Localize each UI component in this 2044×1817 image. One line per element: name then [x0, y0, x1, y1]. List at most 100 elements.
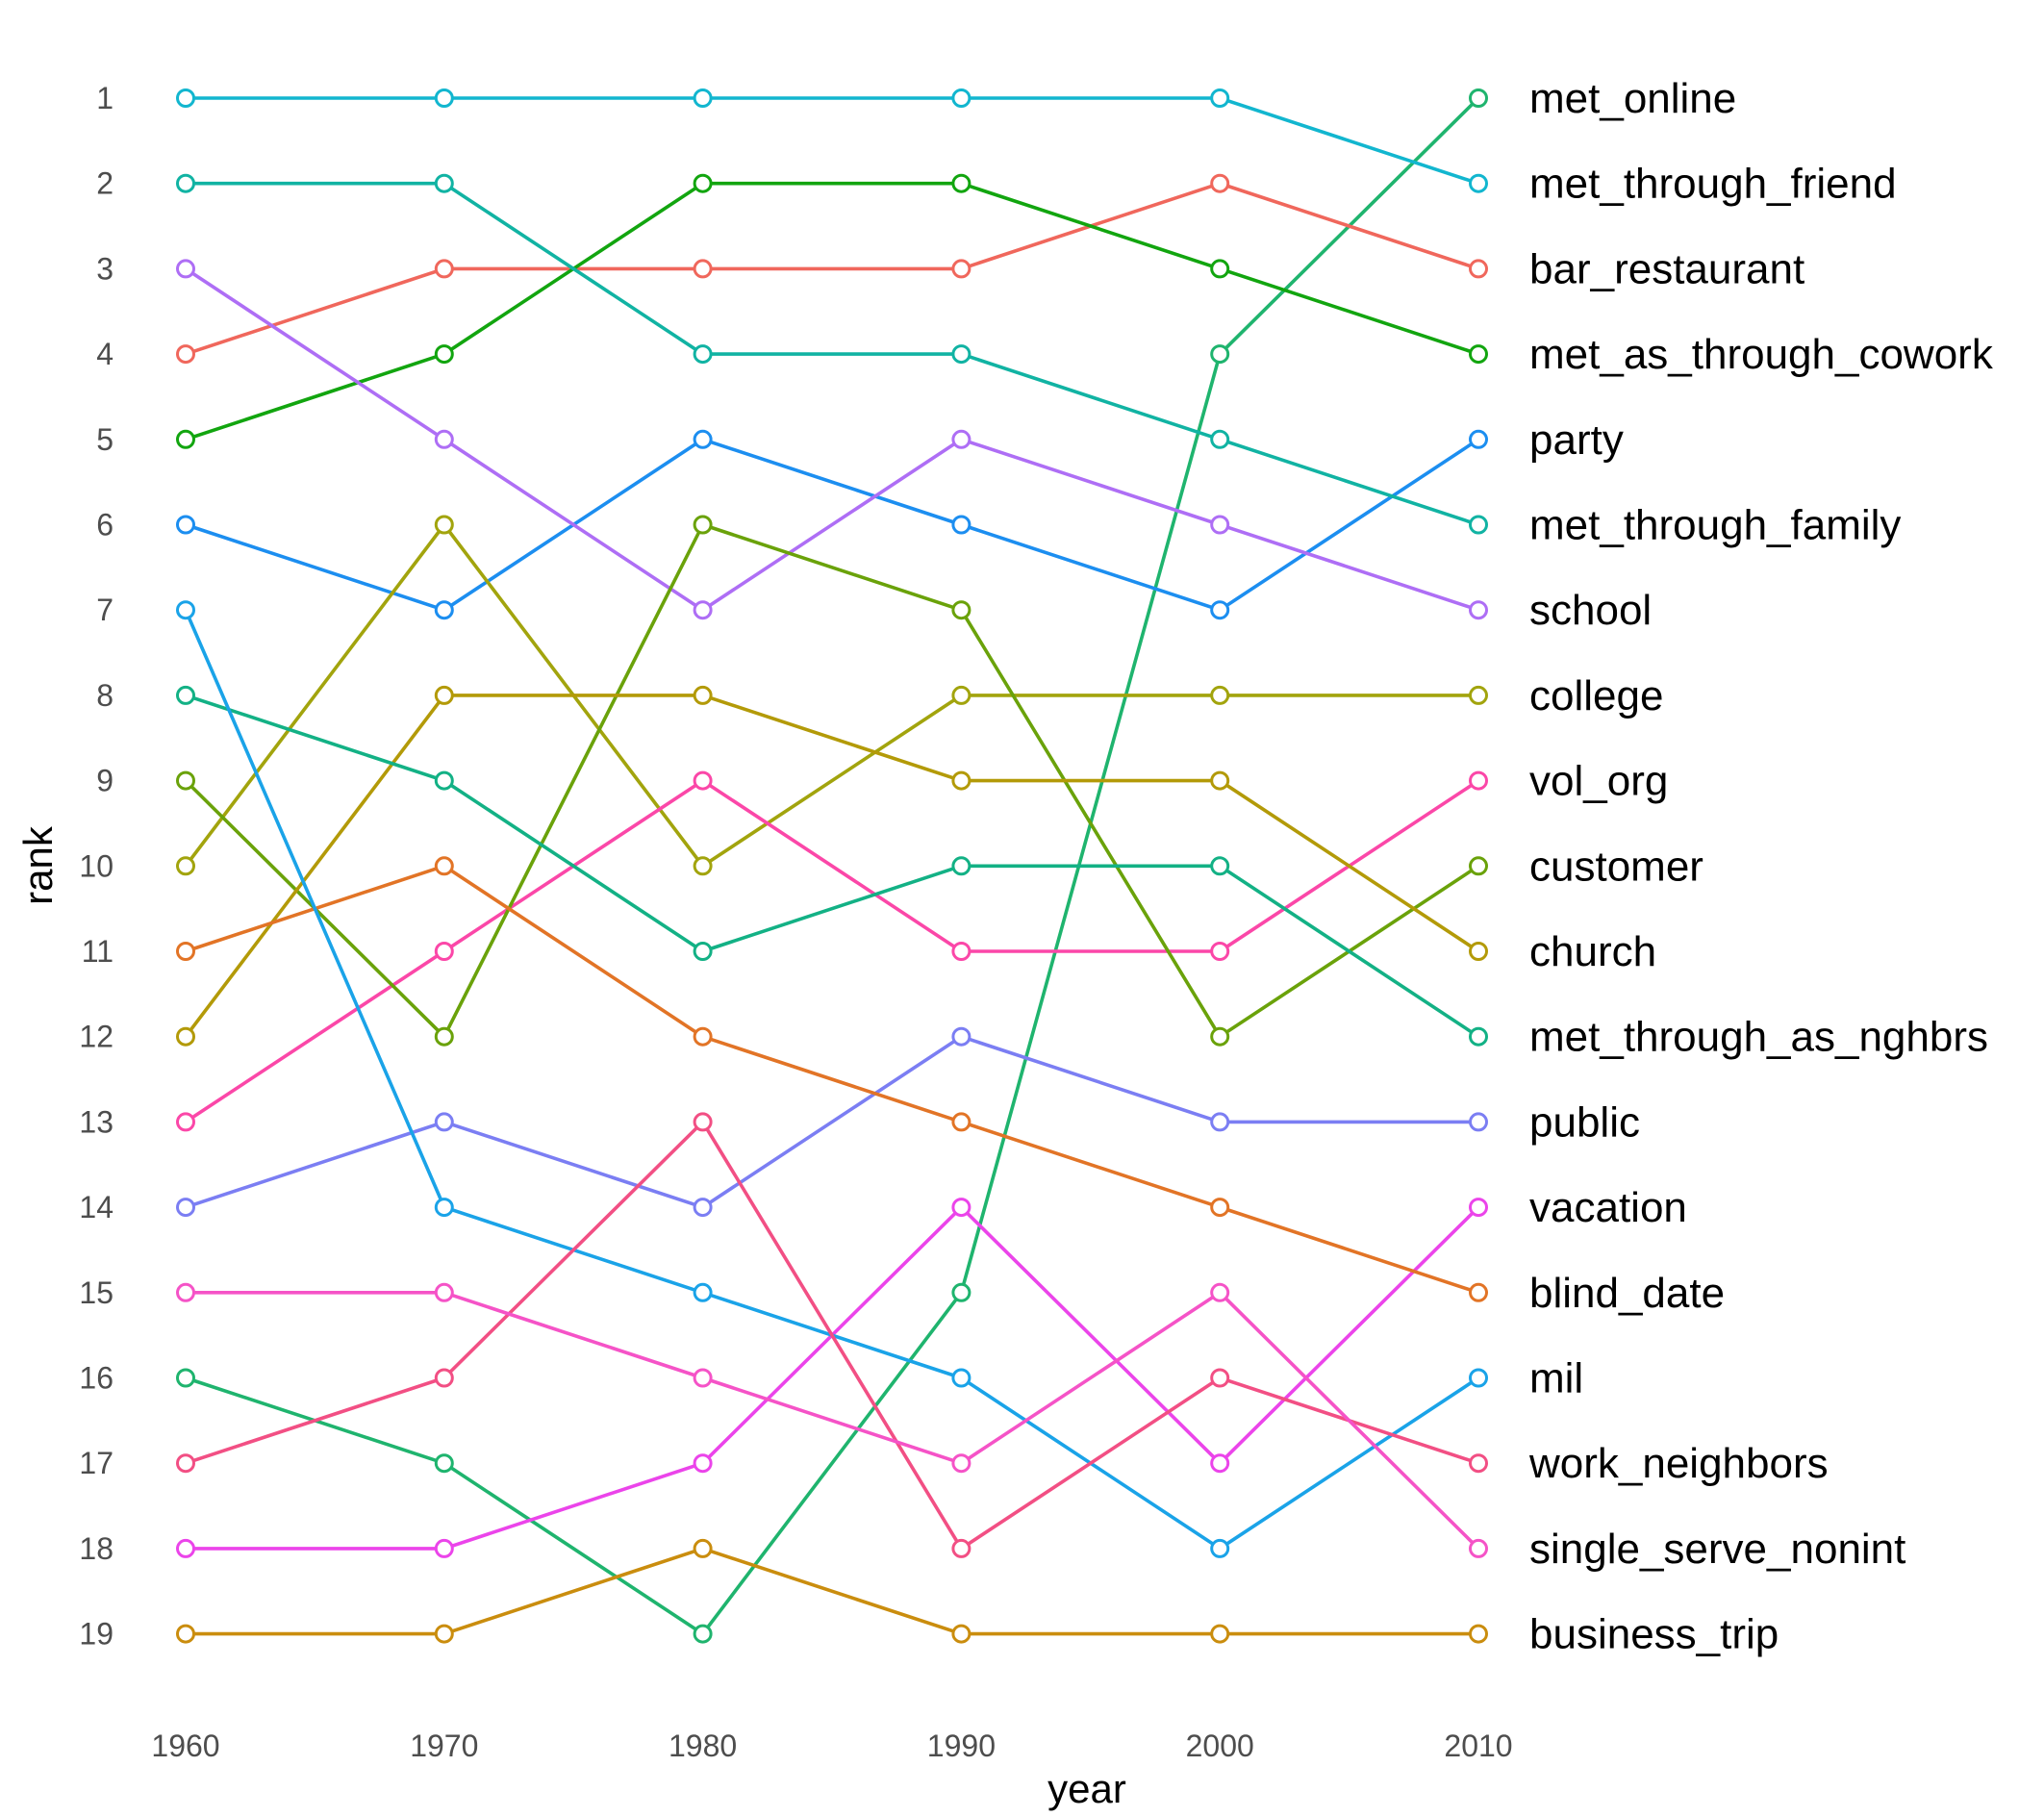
y-tick-label: 10	[79, 848, 114, 883]
series-line-met-through-family	[184, 181, 1480, 527]
end-label-met-as-through-cowork: met_as_through_cowork	[1529, 331, 1994, 378]
data-point-met-through-as-nghbrs-1980	[693, 942, 713, 961]
data-point-bar-restaurant-1960	[176, 344, 195, 365]
data-point-met-through-friend-1990	[951, 88, 972, 108]
data-point-work-neighbors-1980	[693, 1112, 713, 1132]
data-point-met-through-friend-1980	[693, 88, 713, 108]
data-point-single-serve-nonint-2000	[1210, 1282, 1230, 1302]
series-end-labels: met_online met_through_friend bar_restaura…	[1528, 75, 1994, 1658]
data-point-met-as-through-cowork-1990	[951, 173, 972, 193]
data-point-vacation-1990	[951, 1198, 972, 1218]
data-point-business-trip-1970	[434, 1624, 454, 1644]
series-line-business-trip	[184, 1547, 1480, 1636]
data-point-vacation-1970	[434, 1538, 454, 1558]
data-point-single-serve-nonint-1990	[951, 1453, 972, 1474]
data-point-blind-date-2010	[1469, 1282, 1488, 1302]
data-point-single-serve-nonint-1980	[693, 1368, 713, 1388]
end-label-met-through-family: met_through_family	[1529, 502, 1901, 549]
series-line-college	[184, 522, 1480, 869]
data-point-church-1980	[693, 685, 713, 705]
data-point-blind-date-1960	[176, 942, 195, 961]
data-point-vol-org-2010	[1469, 770, 1488, 791]
data-point-mil-1960	[176, 600, 195, 620]
series-line-met-through-as-nghbrs	[184, 694, 1480, 1039]
data-point-vol-org-1960	[176, 1112, 195, 1132]
data-point-met-through-family-1980	[693, 344, 713, 365]
end-label-business-trip: business_trip	[1529, 1611, 1779, 1658]
series-line-bar-restaurant	[184, 181, 1480, 356]
data-point-met-online-1990	[951, 1282, 972, 1302]
data-point-business-trip-1980	[693, 1538, 713, 1558]
data-point-met-through-as-nghbrs-1970	[434, 770, 454, 791]
data-point-met-through-family-1960	[176, 173, 195, 193]
data-point-public-2000	[1210, 1112, 1230, 1132]
end-label-single-serve-nonint: single_serve_nonint	[1529, 1526, 1905, 1573]
data-point-work-neighbors-2010	[1469, 1453, 1488, 1474]
data-point-vacation-2010	[1469, 1198, 1488, 1218]
end-label-vacation: vacation	[1529, 1184, 1687, 1231]
data-point-vacation-1960	[176, 1538, 195, 1558]
end-label-church: church	[1529, 928, 1656, 975]
data-point-customer-2000	[1210, 1026, 1230, 1047]
data-point-vacation-2000	[1210, 1453, 1230, 1474]
data-point-college-1970	[434, 515, 454, 535]
end-label-school: school	[1529, 587, 1652, 634]
data-point-blind-date-1990	[951, 1112, 972, 1132]
series-line-church	[184, 694, 1480, 1039]
data-point-public-1990	[951, 1026, 972, 1047]
data-point-public-1960	[176, 1198, 195, 1218]
end-label-work-neighbors: work_neighbors	[1528, 1440, 1829, 1487]
y-tick-label: 18	[79, 1531, 114, 1566]
series-line-vacation	[184, 1205, 1480, 1551]
data-point-church-1960	[176, 1026, 195, 1047]
data-point-public-1980	[693, 1198, 713, 1218]
data-point-public-1970	[434, 1112, 454, 1132]
end-label-mil: mil	[1529, 1355, 1583, 1402]
data-point-work-neighbors-1990	[951, 1538, 972, 1558]
data-point-church-1970	[434, 685, 454, 705]
data-point-church-2010	[1469, 942, 1488, 961]
data-point-business-trip-1990	[951, 1624, 972, 1644]
data-point-met-through-friend-1960	[176, 88, 195, 108]
data-point-met-as-through-cowork-1960	[176, 429, 195, 449]
data-point-customer-1980	[693, 515, 713, 535]
end-label-vol-org: vol_org	[1529, 758, 1668, 805]
x-tick-label: 1960	[151, 1729, 219, 1763]
x-axis-ticks: 1960 1970 1980 1990 2000 2010	[151, 1729, 1512, 1763]
series-lines	[184, 96, 1480, 1636]
x-tick-label: 1980	[669, 1729, 737, 1763]
series-line-party	[184, 437, 1480, 613]
end-label-blind-date: blind_date	[1529, 1270, 1725, 1317]
data-point-bar-restaurant-1980	[693, 259, 713, 279]
data-point-party-2010	[1469, 429, 1488, 449]
end-label-met-through-friend: met_through_friend	[1529, 161, 1897, 208]
data-point-vol-org-1990	[951, 942, 972, 961]
series-line-work-neighbors	[184, 1120, 1480, 1551]
data-point-party-1960	[176, 515, 195, 535]
data-point-single-serve-nonint-2010	[1469, 1538, 1488, 1558]
series-line-public	[184, 1034, 1480, 1209]
series-line-met-through-friend	[184, 96, 1480, 186]
data-point-customer-2010	[1469, 856, 1488, 876]
data-point-blind-date-1980	[693, 1026, 713, 1047]
data-point-met-online-2000	[1210, 344, 1230, 365]
x-axis-title: year	[1047, 1766, 1126, 1811]
data-point-public-2010	[1469, 1112, 1488, 1132]
data-point-business-trip-2000	[1210, 1624, 1230, 1644]
data-point-customer-1990	[951, 600, 972, 620]
end-label-met-online: met_online	[1529, 75, 1736, 122]
data-point-single-serve-nonint-1970	[434, 1282, 454, 1302]
y-tick-label: 2	[96, 166, 114, 201]
data-point-school-2010	[1469, 600, 1488, 620]
data-point-single-serve-nonint-1960	[176, 1282, 195, 1302]
data-point-met-through-as-nghbrs-1960	[176, 685, 195, 705]
series-points	[176, 88, 1488, 1644]
data-point-met-online-2010	[1469, 88, 1488, 108]
series-line-blind-date	[184, 864, 1480, 1295]
data-point-party-1970	[434, 600, 454, 620]
data-point-school-2000	[1210, 515, 1230, 535]
data-point-college-1990	[951, 685, 972, 705]
